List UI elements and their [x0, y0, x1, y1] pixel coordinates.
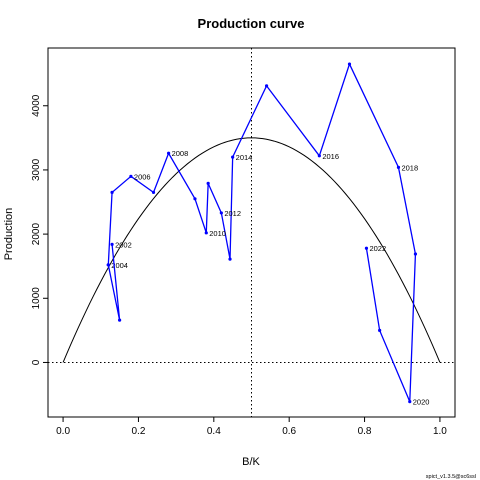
y-tick-label: 1000 [31, 287, 42, 310]
production-curve-line [62, 137, 441, 363]
y-axis-title: Production [3, 208, 15, 261]
data-point [151, 190, 156, 194]
y-tick-label: 0 [31, 359, 42, 365]
axes: 0.0 0.2 0.4 0.6 0.8 1.0 0 1000 2000 3000 4000 [31, 47, 456, 437]
data-point [110, 242, 114, 246]
data-point [413, 252, 418, 256]
data-point [219, 211, 223, 215]
data-point [118, 318, 122, 322]
point-label-2004: 2004 [111, 261, 128, 270]
data-point [193, 197, 197, 201]
y-tick-label: 3000 [31, 158, 42, 181]
x-tick-label: 0.0 [56, 426, 70, 437]
point-label-2016: 2016 [322, 152, 339, 161]
x-tick-label: 0.2 [131, 426, 145, 437]
data-point [378, 328, 382, 332]
data-point [317, 154, 321, 158]
data-point [204, 231, 208, 235]
x-tick-label: 0.4 [207, 426, 221, 437]
point-label-2018: 2018 [401, 163, 418, 172]
point-label-2022: 2022 [369, 244, 386, 253]
data-point [110, 190, 114, 194]
chart-title: Production curve [198, 16, 305, 31]
point-label-2008: 2008 [172, 149, 189, 158]
version-footnote: spict_v1.3.5@sc6ssl [426, 474, 476, 480]
y-tick-label: 2000 [31, 223, 42, 246]
series-line-1 [107, 244, 121, 321]
data-point [231, 155, 235, 159]
data-point [106, 263, 110, 267]
series-line-0 [107, 62, 417, 402]
x-tick-label: 0.6 [282, 426, 296, 437]
point-label-2020: 2020 [413, 398, 430, 407]
point-label-2010: 2010 [209, 229, 226, 238]
y-tick-label: 4000 [31, 94, 42, 117]
data-point [264, 84, 269, 88]
data-point [206, 181, 210, 186]
plot-area: 2004 2006 2008 2010 2012 2014 2016 2018 2020 2022… [48, 48, 455, 417]
data-point [364, 246, 369, 250]
x-tick-label: 0.8 [358, 426, 372, 437]
x-axis-title: B/K [242, 456, 260, 468]
data-point [166, 151, 171, 155]
data-point [228, 257, 232, 261]
point-label-2002: 2002 [115, 240, 132, 249]
data-point [129, 174, 133, 178]
plot-frame [47, 47, 456, 418]
data-point [396, 165, 401, 169]
point-label-2012: 2012 [224, 209, 241, 218]
point-label-2006: 2006 [134, 172, 151, 181]
point-label-2014: 2014 [236, 153, 253, 162]
data-point [408, 399, 412, 404]
data-point [347, 62, 352, 66]
x-tick-label: 1.0 [433, 426, 447, 437]
